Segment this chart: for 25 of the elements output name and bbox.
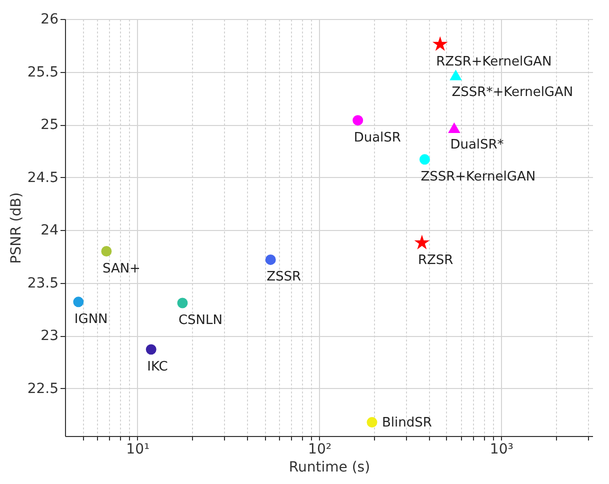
series-label: ZSSR	[266, 270, 302, 285]
series-label: ZSSR*+KernelGAN	[452, 84, 574, 100]
series-label: RZSR	[418, 252, 454, 268]
series-label: RZSR+KernelGAN	[436, 54, 552, 70]
x-tick-label: 10¹	[126, 442, 150, 458]
y-tick-label: 24	[40, 222, 59, 239]
series-label: CSNLN	[178, 312, 223, 328]
y-tick-label: 26	[40, 12, 59, 28]
x-axis-title: Runtime (s)	[288, 460, 370, 476]
series-label: IGNN	[74, 312, 108, 327]
series-label: BlindSR	[382, 415, 432, 430]
x-tick-label: 10²	[308, 442, 332, 458]
series-label: SAN+	[102, 261, 140, 276]
y-axis-title: PSNR (dB)	[8, 192, 24, 264]
series-label: ZSSR+KernelGAN	[420, 169, 536, 184]
series-label: DualSR*	[450, 138, 504, 153]
y-tick-label: 22.5	[27, 380, 58, 397]
series-label: DualSR	[354, 130, 401, 146]
y-tick-label: 23.5	[27, 275, 58, 292]
series-label: IKC	[147, 359, 168, 374]
y-tick-label: 23	[40, 328, 58, 344]
y-tick-label: 25	[40, 117, 58, 134]
y-tick-label: 25.5	[27, 64, 58, 80]
x-tick-label: 10³	[490, 442, 514, 458]
y-tick-label: 24.5	[27, 170, 58, 186]
